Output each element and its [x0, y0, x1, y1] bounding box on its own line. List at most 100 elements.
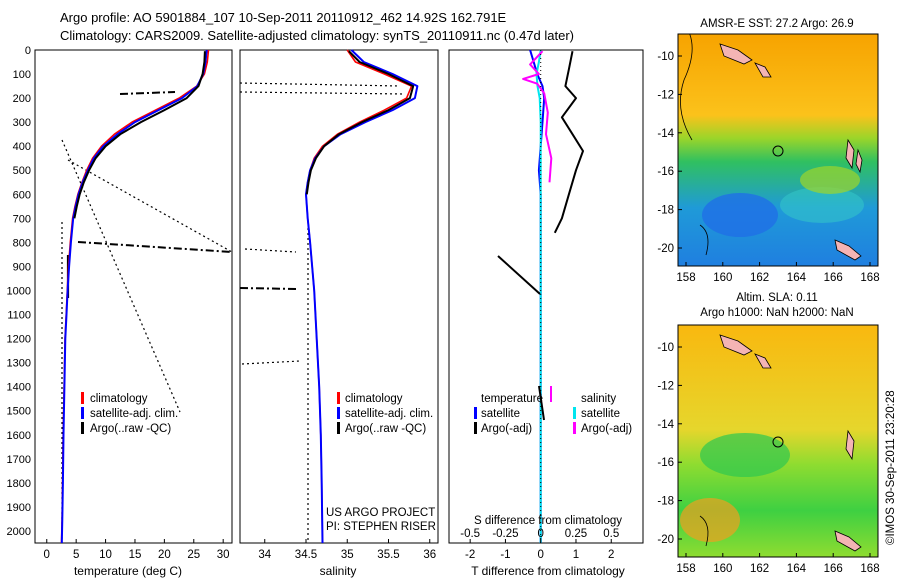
legend-label: satellite	[581, 408, 620, 420]
lat-tick-label: -14	[657, 128, 674, 140]
temperature-panel: 0 5 10 15 20 25 30 temperature (deg C) climato…	[34, 49, 233, 578]
depth-tick-label: 600	[13, 189, 31, 201]
cool-water-patch	[780, 187, 864, 223]
lat-tick-label: -14	[657, 419, 674, 431]
island-outline	[855, 148, 863, 174]
legend-title-temperature: temperature	[481, 393, 543, 405]
legend-swatch-argo	[81, 422, 84, 434]
sla-map-features	[680, 334, 862, 552]
figure-title-line2: Climatology: CARS2009. Satellite-adjuste…	[60, 28, 574, 43]
x-tick-label: 36	[423, 549, 436, 561]
warm-water-patch	[800, 166, 860, 194]
lon-tick-label: 166	[824, 272, 843, 284]
figure-title-line1: Argo profile: AO 5901884_107 10-Sep-2011…	[60, 10, 507, 25]
salinity-x-ticks: 34 34.5 35 35.5 36	[258, 539, 436, 561]
x-tick-label: 0	[44, 549, 50, 561]
s-tick-label: 0	[538, 528, 544, 540]
depth-tick-label: 300	[13, 117, 31, 129]
s-tick-label: -0.25	[492, 528, 518, 540]
legend-title-salinity: salinity	[581, 393, 616, 405]
lon-tick-label: 164	[787, 563, 807, 575]
t-difference-xlabel: T difference from climatology	[471, 564, 625, 578]
legend-swatch-climatology	[337, 392, 340, 404]
lat-tick-label: -10	[657, 342, 674, 354]
x-tick-label: 1	[573, 549, 579, 561]
x-tick-label: 34.5	[295, 549, 317, 561]
difference-series	[497, 49, 584, 543]
island-outline	[754, 62, 772, 78]
depth-tick-label: 1600	[7, 430, 31, 442]
s-tick-label: -0.5	[460, 528, 480, 540]
sst-map-features	[680, 34, 864, 261]
sst-map-frame	[677, 33, 879, 267]
s-tick-label: 0.5	[603, 528, 619, 540]
sla-patch	[700, 433, 790, 477]
salinity-plot-frame	[239, 49, 439, 544]
legend-label: satellite-adj. clim.	[345, 408, 433, 420]
lat-tick-label: -20	[657, 243, 674, 255]
x-tick-label: 0	[538, 549, 544, 561]
temperature-series	[60, 49, 210, 544]
temperature-x-ticks: 0 5 10 15 20 25 30	[44, 539, 230, 561]
sla-patch	[680, 498, 740, 542]
imos-timestamp: ©IMOS 30-Sep-2011 23:20:28	[885, 390, 897, 545]
lat-tick-label: -16	[657, 457, 674, 469]
x-tick-label: 30	[217, 549, 230, 561]
x-tick-label: 5	[73, 549, 79, 561]
legend-label: satellite	[481, 408, 520, 420]
island-outline	[719, 43, 753, 65]
temperature-legend: climatology satellite-adj. clim. Argo(..…	[81, 392, 178, 435]
legend-label: climatology	[345, 393, 403, 405]
difference-x-ticks: -2 -1 0 1 2 -0.5 -0.25 0 0.25 0.5	[460, 528, 619, 561]
difference-panel: -2 -1 0 1 2 -0.5 -0.25 0 0.25 0.5 S difference fr…	[448, 49, 644, 578]
lon-tick-label: 168	[860, 272, 879, 284]
legend-swatch-t-argo	[474, 422, 477, 434]
lat-tick-label: -16	[657, 166, 674, 178]
depth-tick-label: 400	[13, 141, 31, 153]
depth-contour	[699, 515, 709, 547]
sst-map-title: AMSR-E SST: 27.2 Argo: 26.9	[700, 18, 853, 30]
depth-tick-label: 1700	[7, 454, 31, 466]
salinity-nonqc-markers	[239, 82, 406, 543]
x-tick-label: -2	[465, 549, 475, 561]
depth-contour	[680, 34, 693, 141]
salinity-series	[305, 49, 419, 544]
legend-label: satellite-adj. clim.	[90, 408, 178, 420]
raw-data-dashdot-line	[239, 287, 299, 290]
depth-tick-label: 700	[13, 213, 31, 225]
sla-map: Altim. SLA: 0.11 Argo h1000: NaN h2000: …	[657, 292, 879, 575]
island-outline	[845, 429, 855, 461]
cool-water-patch	[702, 193, 778, 237]
sst-map-ticks: 158 160 162 164 166 168 -10 -12 -14 -16 -18 -20	[657, 51, 879, 284]
legend-swatch-argo	[337, 422, 340, 434]
sla-map-subtitle: Argo h1000: NaN h2000: NaN	[700, 307, 853, 319]
sla-map-title: Altim. SLA: 0.11	[736, 292, 818, 304]
x-tick-label: -1	[500, 549, 510, 561]
series-line-temperature-argo-deep-segment	[497, 255, 541, 295]
project-label: US ARGO PROJECT	[326, 507, 435, 519]
legend-label: Argo(-adj)	[481, 423, 532, 435]
depth-tick-label: 1000	[7, 285, 31, 297]
series-line-argo-raw-qc	[73, 51, 206, 219]
x-tick-label: 35.5	[377, 549, 399, 561]
pi-label: PI: STEPHEN RISER	[326, 521, 436, 533]
island-outline	[834, 530, 862, 552]
legend-label: Argo(..raw -QC)	[345, 423, 426, 435]
sla-map-ticks: 158 160 162 164 166 168 -10 -12 -14 -16 -18 -20	[657, 342, 879, 575]
sst-map: AMSR-E SST: 27.2 Argo: 26.9 158 160 162 164…	[657, 18, 879, 284]
lon-tick-label: 164	[787, 272, 807, 284]
salinity-panel: 34 34.5 35 35.5 36 salinity climatology sate…	[239, 49, 439, 578]
legend-swatch-satellite	[337, 407, 340, 419]
depth-tick-label: 1200	[7, 334, 31, 346]
series-line-temperature-argo-deep-segment	[538, 385, 545, 421]
depth-tick-label: 500	[13, 165, 31, 177]
island-outline	[719, 334, 753, 356]
lon-tick-label: 166	[824, 563, 843, 575]
depth-tick-label: 1800	[7, 478, 31, 490]
lon-tick-label: 168	[860, 563, 879, 575]
lon-tick-label: 158	[676, 272, 695, 284]
temperature-xlabel: temperature (deg C)	[74, 564, 182, 578]
x-tick-label: 15	[129, 549, 142, 561]
x-tick-label: 34	[258, 549, 271, 561]
depth-tick-label: 2000	[7, 526, 31, 538]
